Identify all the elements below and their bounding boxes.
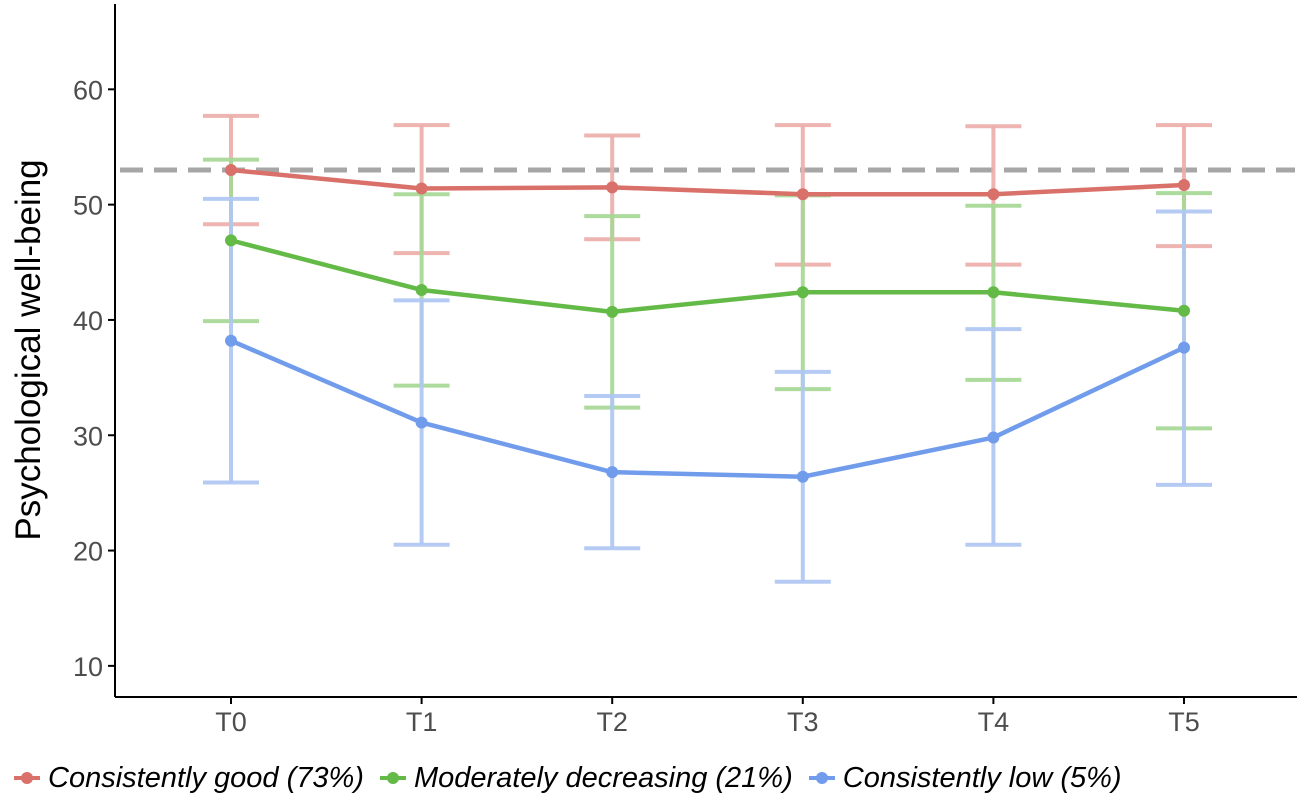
x-tick-label: T0: [215, 707, 247, 737]
series-line: [230, 167, 1185, 197]
data-point: [415, 182, 428, 195]
data-point: [225, 334, 237, 347]
data-point: [606, 466, 619, 479]
legend-item-consistently-good: Consistently good (73%): [12, 762, 364, 795]
legend-label: Consistently good (73%): [48, 761, 364, 794]
data-point: [796, 470, 809, 483]
data-point: [987, 188, 1000, 201]
y-tick-label: 40: [73, 306, 103, 336]
y-tick-label: 30: [73, 421, 103, 451]
legend-key-consistently-low: [807, 768, 837, 788]
series-line: [230, 338, 1185, 480]
y-tick-label: 10: [73, 652, 103, 682]
data-point: [415, 283, 428, 296]
axis-layer: [114, 4, 1297, 698]
series-line-layer: [230, 167, 1185, 480]
data-point: [796, 286, 809, 299]
data-point-layer: [225, 164, 1190, 483]
data-point: [987, 431, 1000, 444]
data-point: [1178, 179, 1190, 192]
series-line: [230, 238, 1185, 315]
legend-key-consistently-good: [12, 768, 42, 788]
data-point: [1178, 341, 1190, 354]
data-point: [415, 416, 428, 429]
x-tick-label: T5: [1168, 707, 1200, 737]
data-point: [796, 188, 809, 201]
data-point: [225, 164, 237, 177]
y-tick-layer: 10 20 30 40 50 60: [73, 75, 115, 682]
legend-item-moderately-decreasing: Moderately decreasing (21%): [378, 762, 793, 795]
data-point: [987, 286, 1000, 299]
errorbar-layer: [203, 113, 1212, 584]
legend: Consistently good (73%) Moderately decre…: [12, 756, 1136, 800]
legend-label: Consistently low (5%): [842, 761, 1122, 794]
x-tick-label: T1: [406, 707, 438, 737]
y-tick-label: 20: [73, 537, 103, 567]
legend-item-consistently-low: Consistently low (5%): [807, 762, 1122, 795]
data-point: [1178, 304, 1190, 317]
y-tick-label: 50: [73, 191, 103, 221]
data-point: [606, 181, 619, 194]
x-tick-layer: T0 T1 T2 T3 T4 T5: [215, 697, 1200, 737]
x-tick-label: T4: [978, 707, 1010, 737]
data-point: [606, 305, 619, 318]
legend-key-moderately-decreasing: [378, 768, 408, 788]
y-axis-label: Psychological well-being: [9, 159, 48, 540]
x-tick-label: T3: [787, 707, 819, 737]
chart-canvas: 10 20 30 40 50 60 T0 T1 T2 T3 T4 T5 Psychological …: [9, 4, 1297, 737]
legend-label: Moderately decreasing (21%): [413, 761, 793, 794]
x-tick-label: T2: [596, 707, 628, 737]
data-point: [225, 234, 237, 247]
y-tick-label: 60: [73, 75, 103, 105]
